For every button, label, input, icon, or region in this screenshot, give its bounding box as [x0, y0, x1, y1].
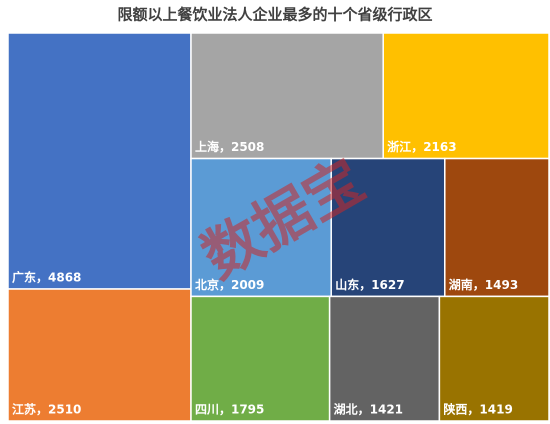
cell-label: 湖南，1493	[449, 277, 518, 292]
cell-label: 湖北，1421	[334, 402, 403, 417]
treemap: 广东，4868 江苏，2510 上海，2508 浙江，2163 北京，2009 山东，16…	[7, 32, 550, 422]
cell-label: 四川，1795	[195, 403, 264, 417]
treemap-cell	[328, 295, 441, 422]
treemap-cell	[382, 32, 550, 160]
treemap-cell	[190, 295, 331, 422]
treemap-cell	[438, 295, 550, 422]
cell-label: 北京，2009	[195, 277, 264, 292]
treemap-cell	[7, 288, 192, 422]
treemap-cell	[190, 32, 384, 160]
cell-label: 陕西，1419	[443, 402, 512, 417]
cell-label: 山东，1627	[335, 277, 404, 292]
treemap-cell	[190, 157, 332, 298]
chart-title: 限额以上餐饮业法人企业最多的十个省级行政区	[117, 6, 432, 24]
cell-label: 江苏，2510	[12, 402, 81, 417]
cell-label: 广东，4868	[12, 270, 81, 285]
cell-label: 浙江，2163	[387, 139, 456, 154]
treemap-cell	[444, 157, 550, 298]
treemap-cell	[7, 32, 192, 290]
cell-label: 上海，2508	[195, 139, 264, 154]
